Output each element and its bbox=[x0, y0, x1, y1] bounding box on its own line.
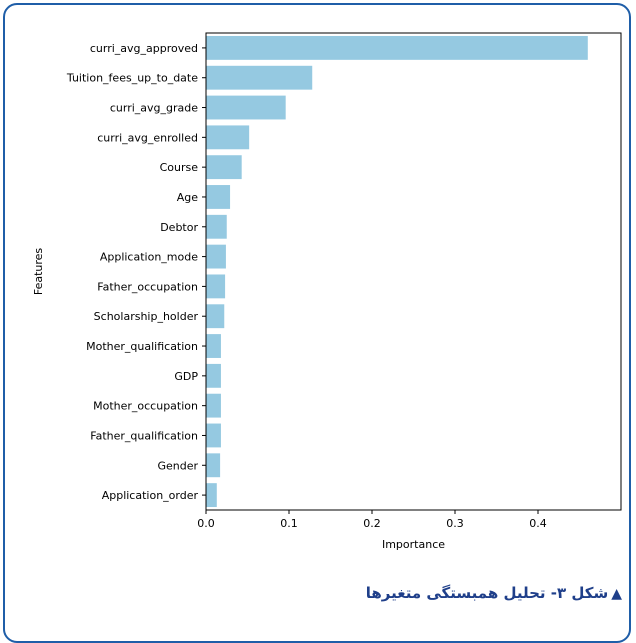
bar bbox=[206, 155, 242, 180]
figure-frame bbox=[3, 3, 631, 643]
x-axis-label: Importance bbox=[382, 538, 445, 551]
category-labels-group: curri_avg_approved Tuition_fees_up_to_dat… bbox=[66, 42, 206, 502]
category-label: Gender bbox=[157, 459, 198, 472]
x-tick-label: 0.3 bbox=[446, 517, 464, 530]
category-label: Father_qualification bbox=[90, 429, 198, 442]
x-tick-label: 0.0 bbox=[197, 517, 215, 530]
category-label: curri_avg_approved bbox=[90, 42, 198, 55]
x-tick-label: 0.2 bbox=[363, 517, 381, 530]
bar bbox=[206, 334, 221, 358]
x-tick-label: 0.4 bbox=[529, 517, 547, 530]
bar bbox=[206, 304, 225, 329]
category-label: Mother_occupation bbox=[93, 400, 198, 413]
feature-importance-chart: curri_avg_approved Tuition_fees_up_to_dat… bbox=[32, 32, 622, 551]
bar bbox=[206, 95, 286, 120]
category-label: Age bbox=[177, 191, 199, 204]
category-label: Application_order bbox=[102, 489, 199, 502]
category-label: Scholarship_holder bbox=[94, 310, 199, 323]
bars-group bbox=[206, 35, 588, 508]
caption-triangle-icon: ▲ bbox=[611, 586, 622, 602]
figure-caption: ▲شکل ۳- تحلیل همبستگی متغیرها bbox=[22, 584, 622, 602]
category-label: Application_mode bbox=[100, 251, 198, 264]
category-label: Tuition_fees_up_to_date bbox=[66, 72, 198, 85]
y-axis-label: Features bbox=[32, 248, 45, 296]
category-label: curri_avg_enrolled bbox=[97, 131, 198, 144]
bar bbox=[206, 185, 231, 209]
axes-frame bbox=[205, 32, 622, 511]
bar bbox=[206, 214, 227, 239]
bar bbox=[206, 244, 226, 269]
category-label: curri_avg_grade bbox=[110, 102, 198, 115]
bar bbox=[206, 363, 221, 388]
x-ticks-group: 0.0 0.1 0.2 0.3 0.4 bbox=[197, 510, 547, 530]
category-label: Father_occupation bbox=[97, 280, 198, 293]
x-tick-label: 0.1 bbox=[280, 517, 298, 530]
bar bbox=[206, 274, 226, 299]
bar bbox=[206, 393, 221, 418]
bar bbox=[206, 65, 313, 90]
bar bbox=[206, 423, 221, 448]
category-label: Mother_qualification bbox=[86, 340, 198, 353]
category-label: Course bbox=[160, 161, 199, 174]
bar bbox=[206, 35, 588, 60]
chart-area: curri_avg_approved Tuition_fees_up_to_dat… bbox=[32, 32, 622, 551]
category-label: Debtor bbox=[160, 221, 198, 234]
bar bbox=[206, 125, 250, 150]
bar bbox=[206, 483, 217, 508]
caption-text: شکل ۳- تحلیل همبستگی متغیرها bbox=[365, 584, 609, 602]
category-label: GDP bbox=[174, 370, 198, 383]
bar bbox=[206, 453, 221, 478]
